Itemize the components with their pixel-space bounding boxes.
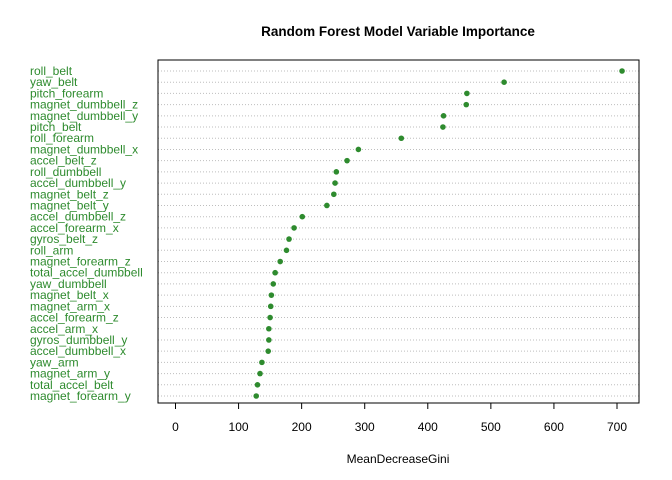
variable-label: magnet_arm_y bbox=[30, 367, 110, 381]
data-point bbox=[440, 113, 447, 119]
variable-label: accel_forearm_z bbox=[30, 311, 119, 325]
data-points bbox=[253, 68, 625, 399]
variable-label: gyros_dumbbell_y bbox=[30, 333, 127, 347]
data-point bbox=[254, 381, 261, 388]
variable-label: yaw_dumbbell bbox=[30, 277, 107, 291]
variable-label: accel_dumbbell_y bbox=[30, 176, 126, 190]
grid-lines bbox=[158, 70, 639, 397]
data-point bbox=[267, 314, 273, 321]
variable-label: magnet_dumbbell_x bbox=[30, 142, 138, 156]
data-point bbox=[286, 236, 292, 242]
data-point bbox=[355, 146, 362, 153]
chart-title: Random Forest Model Variable Importance bbox=[261, 24, 535, 39]
x-tick-label: 200 bbox=[292, 420, 312, 434]
x-tick-label: 0 bbox=[172, 420, 179, 434]
variable-label: accel_forearm_x bbox=[30, 221, 119, 235]
variable-label: magnet_belt_x bbox=[30, 288, 109, 302]
variable-label: accel_arm_x bbox=[30, 322, 98, 336]
variable-label: gyros_belt_z bbox=[30, 232, 98, 246]
variable-label: roll_belt bbox=[30, 64, 73, 78]
variable-label: accel_dumbbell_z bbox=[30, 210, 126, 224]
variable-label: roll_arm bbox=[30, 243, 73, 257]
data-point bbox=[291, 225, 297, 231]
data-point bbox=[440, 124, 446, 130]
data-point bbox=[398, 135, 405, 142]
variable-label: yaw_belt bbox=[30, 75, 78, 89]
data-point bbox=[299, 213, 306, 220]
data-point bbox=[463, 101, 470, 108]
variable-label: accel_dumbbell_x bbox=[30, 344, 126, 358]
variable-label: magnet_dumbbell_z bbox=[30, 98, 138, 112]
x-tick-label: 100 bbox=[229, 420, 249, 434]
variable-label: total_accel_belt bbox=[30, 378, 114, 392]
data-point bbox=[619, 68, 625, 74]
data-point bbox=[333, 169, 340, 175]
x-tick-label: 600 bbox=[544, 420, 564, 434]
data-point bbox=[277, 258, 283, 265]
variable-labels: roll_beltyaw_beltpitch_forearmmagnet_dum… bbox=[30, 64, 143, 403]
x-tick-label: 700 bbox=[607, 420, 627, 434]
variable-label: accel_belt_z bbox=[30, 154, 97, 168]
data-point bbox=[259, 359, 265, 366]
x-axis: 0 100 200 300 400 500 600 700 bbox=[172, 402, 627, 434]
data-point bbox=[324, 202, 330, 209]
data-point bbox=[267, 303, 274, 310]
data-point bbox=[266, 337, 272, 343]
x-axis-label: MeanDecreaseGini bbox=[347, 452, 450, 466]
variable-label: pitch_forearm bbox=[30, 86, 103, 100]
data-point bbox=[283, 247, 290, 254]
variable-label: magnet_arm_x bbox=[30, 299, 110, 313]
x-tick-label: 500 bbox=[481, 420, 501, 434]
data-point bbox=[265, 348, 272, 354]
data-point bbox=[331, 191, 337, 198]
variable-label: magnet_forearm_y bbox=[30, 389, 131, 403]
data-point bbox=[501, 79, 507, 86]
data-point bbox=[253, 393, 260, 399]
variable-label: magnet_belt_z bbox=[30, 187, 109, 201]
variable-label: magnet_belt_y bbox=[30, 198, 109, 212]
variable-label: magnet_forearm_z bbox=[30, 255, 131, 269]
variable-label: total_accel_dumbbell bbox=[30, 266, 143, 280]
data-point bbox=[270, 281, 277, 287]
x-tick-label: 400 bbox=[418, 420, 438, 434]
variable-label: roll_forearm bbox=[30, 131, 94, 145]
variable-label: yaw_arm bbox=[30, 355, 79, 369]
data-point bbox=[257, 370, 263, 377]
x-tick-label: 300 bbox=[355, 420, 375, 434]
data-point bbox=[272, 269, 278, 276]
data-point bbox=[266, 325, 272, 332]
data-point bbox=[332, 180, 338, 186]
variable-label: roll_dumbbell bbox=[30, 165, 101, 179]
data-point bbox=[268, 292, 275, 298]
variable-label: pitch_belt bbox=[30, 120, 82, 134]
data-point bbox=[464, 90, 470, 97]
data-point bbox=[344, 157, 350, 164]
variable-label: magnet_dumbbell_y bbox=[30, 109, 138, 123]
